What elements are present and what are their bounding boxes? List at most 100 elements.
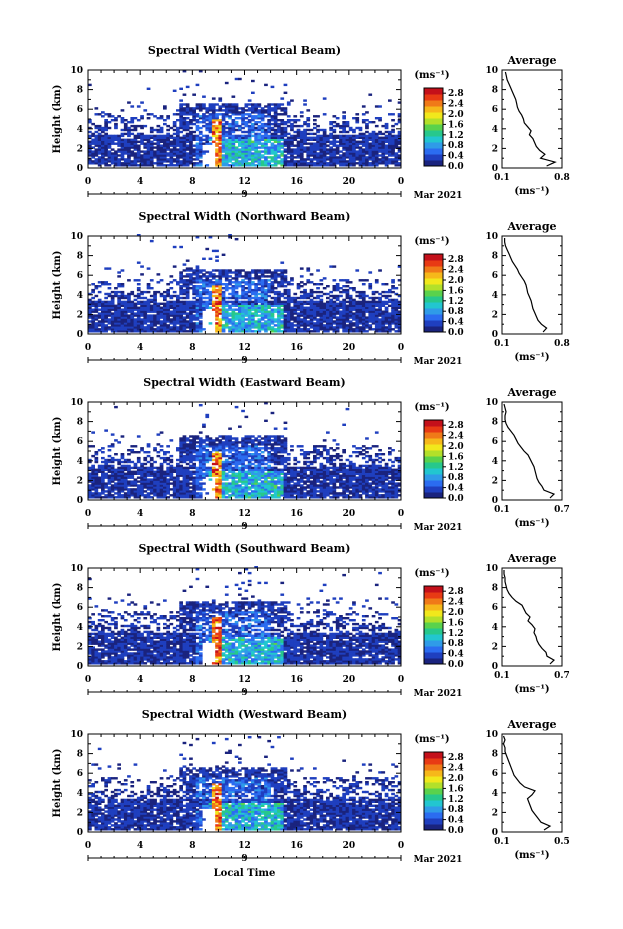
heatmap-cell xyxy=(345,288,350,292)
heatmap-cell xyxy=(123,158,128,161)
heatmap-cell xyxy=(267,269,271,272)
heatmap-cell xyxy=(185,468,190,471)
heatmap-cell xyxy=(101,486,105,489)
heatmap-cell xyxy=(107,140,112,143)
heatmap-cell xyxy=(104,121,108,124)
heatmap-cell xyxy=(388,132,392,136)
heatmap-cell xyxy=(88,472,92,475)
heatmap-cell xyxy=(143,134,148,138)
heatmap-cell xyxy=(234,330,239,333)
heatmap-cell xyxy=(332,130,337,134)
heatmap-cell xyxy=(211,111,216,114)
heatmap-cell xyxy=(179,113,183,116)
heatmap-cell xyxy=(179,292,183,296)
heatmap-cell xyxy=(260,113,265,116)
heatmap-cell xyxy=(293,136,298,139)
heatmap-cell xyxy=(104,296,108,300)
heatmap-cell xyxy=(231,140,236,143)
heatmap-cell xyxy=(290,283,294,286)
heatmap-cell xyxy=(374,148,379,151)
heatmap-cell xyxy=(335,310,340,313)
heatmap-cell xyxy=(378,154,382,157)
heatmap-cell xyxy=(224,132,229,136)
heatmap-cell xyxy=(283,128,288,132)
heatmap-cell xyxy=(277,103,281,106)
heatmap-cell xyxy=(361,326,366,329)
heatmap-cell xyxy=(120,474,125,477)
heatmap-cell xyxy=(296,156,301,159)
heatmap-cell xyxy=(397,142,402,145)
heatmap-cell xyxy=(153,470,157,473)
heatmap-cell xyxy=(205,277,210,280)
heatmap-cell xyxy=(254,117,258,120)
heatmap-cell xyxy=(146,492,151,495)
heatmap-cell xyxy=(254,138,258,141)
heatmap-cell xyxy=(97,316,102,319)
heatmap-cell xyxy=(127,148,131,151)
heatmap-cell xyxy=(303,160,307,163)
heatmap-cell xyxy=(163,296,167,300)
heatmap-cell xyxy=(192,304,196,307)
heatmap-cell xyxy=(345,294,350,298)
heatmap-cell xyxy=(365,126,369,130)
heatmap-cell xyxy=(384,320,389,323)
heatmap-cell xyxy=(94,142,99,145)
heatmap-cell xyxy=(247,298,252,302)
heatmap-cell xyxy=(140,474,144,477)
heatmap-cell xyxy=(101,306,105,309)
heatmap-cell xyxy=(104,150,108,153)
heatmap-cell xyxy=(293,119,298,122)
heatmap-cell xyxy=(257,115,262,118)
heatmap-cell xyxy=(224,140,229,143)
heatmap-cell xyxy=(198,109,203,112)
heatmap-cell xyxy=(127,142,131,145)
heatmap-cell xyxy=(371,164,376,167)
heatmap-cell xyxy=(88,119,92,122)
heatmap-cell xyxy=(172,494,177,497)
heatmap-cell xyxy=(299,296,304,300)
heatmap-cell xyxy=(153,154,157,157)
colorbar-segment xyxy=(424,308,443,315)
heatmap-cell xyxy=(361,294,366,298)
heatmap-cell xyxy=(293,156,298,159)
heatmap-cell xyxy=(101,466,105,470)
heatmap-cell xyxy=(185,308,190,311)
heatmap-cell xyxy=(159,486,164,489)
heatmap-cell xyxy=(182,454,187,458)
y-tick-label: 6 xyxy=(77,105,83,115)
heatmap-cell xyxy=(215,306,219,309)
heatmap-cell xyxy=(303,310,307,313)
heatmap-cell xyxy=(195,136,200,139)
heatmap-cell xyxy=(117,492,121,495)
heatmap-cell xyxy=(309,292,314,296)
heatmap-cell xyxy=(251,146,255,149)
heatmap-cell xyxy=(166,478,170,481)
heatmap-cell xyxy=(335,288,340,292)
heatmap-cell xyxy=(166,136,170,139)
heatmap-cell xyxy=(153,300,157,304)
heatmap-cell xyxy=(185,451,190,454)
heatmap-cell xyxy=(384,164,389,167)
heatmap-cell xyxy=(198,105,203,108)
heatmap-cell xyxy=(189,482,193,485)
heatmap-cell xyxy=(127,316,131,319)
heatmap-cell xyxy=(352,306,356,309)
heatmap-cell xyxy=(270,156,275,159)
heatmap-cell xyxy=(153,492,157,495)
heatmap-cell xyxy=(176,466,180,470)
heatmap-cell xyxy=(322,277,327,280)
heatmap-cell xyxy=(270,271,275,274)
heatmap-cell xyxy=(322,130,327,134)
heatmap-cell xyxy=(241,310,245,313)
heatmap-cell xyxy=(107,287,112,290)
heatmap-cell xyxy=(114,478,118,481)
heatmap-cell xyxy=(133,138,138,141)
heatmap-cell xyxy=(290,322,294,325)
heatmap-cell xyxy=(332,296,337,300)
y-tick-label: 10 xyxy=(70,232,83,242)
heatmap-cell xyxy=(120,480,125,483)
heatmap-cell xyxy=(381,318,386,321)
heatmap-cell xyxy=(371,162,376,165)
heatmap-cell xyxy=(179,154,183,157)
heatmap-cell xyxy=(352,304,356,307)
